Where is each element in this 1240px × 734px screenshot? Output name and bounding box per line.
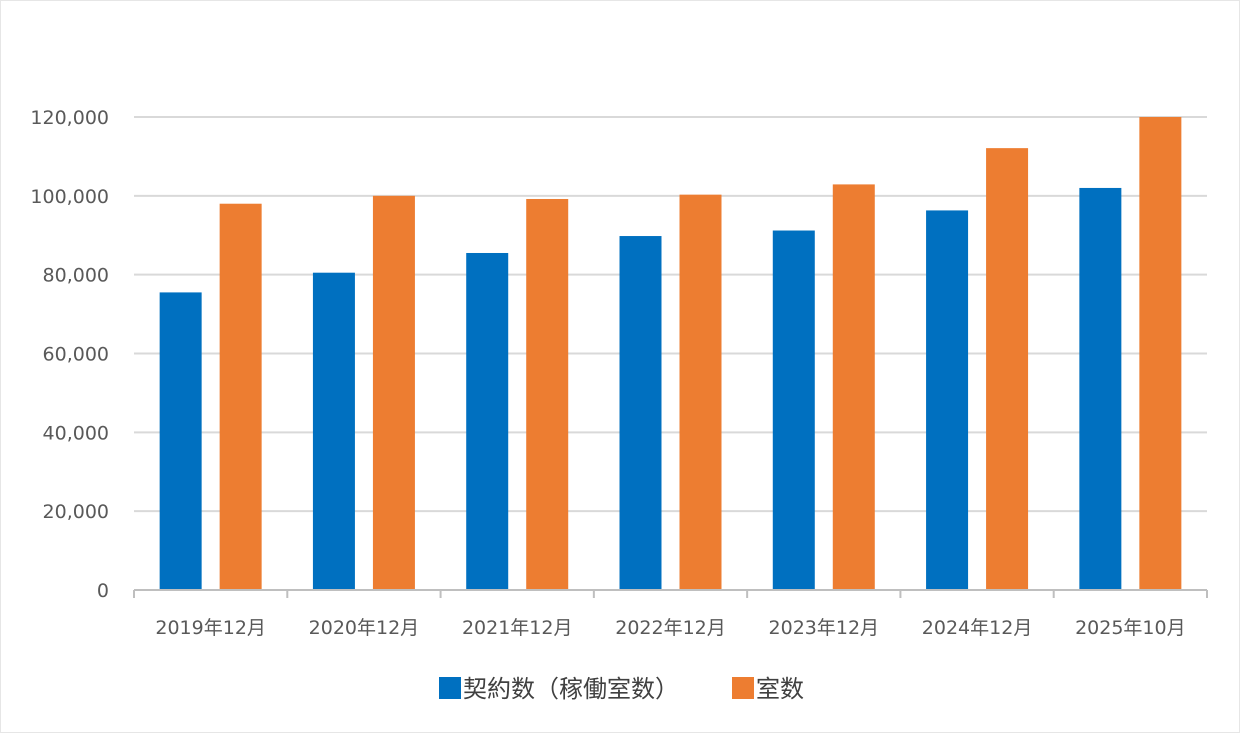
bar-contracts bbox=[1079, 187, 1122, 590]
x-tick-label: 2020年12月 bbox=[309, 617, 420, 639]
bar-rooms bbox=[986, 148, 1029, 590]
legend-label: 室数 bbox=[756, 675, 804, 703]
bar-contracts bbox=[926, 210, 969, 591]
y-tick-label: 100,000 bbox=[30, 186, 109, 208]
bar-rooms bbox=[526, 198, 569, 590]
x-tick-label: 2022年12月 bbox=[615, 617, 726, 639]
legend-swatch bbox=[732, 677, 754, 699]
y-tick-label: 60,000 bbox=[43, 344, 109, 366]
x-axis bbox=[133, 589, 1208, 598]
bar-rooms bbox=[219, 203, 262, 590]
y-axis-ticks: 0 20,000 40,000 60,000 80,000 100,000 120,000 bbox=[30, 107, 109, 602]
x-axis-ticks: 2019年12月 2020年12月 2021年12月 2022年12月 2023年12月… bbox=[155, 617, 1185, 639]
bars bbox=[159, 117, 1182, 591]
bar-contracts bbox=[466, 252, 509, 591]
x-tick-label: 2024年12月 bbox=[922, 617, 1033, 639]
bar-contracts bbox=[312, 272, 355, 590]
gridlines bbox=[134, 116, 1207, 513]
x-tick-label: 2019年12月 bbox=[155, 617, 266, 639]
x-tick-label: 2021年12月 bbox=[462, 617, 573, 639]
y-tick-label: 120,000 bbox=[30, 107, 109, 129]
legend-label: 契約数（稼働室数） bbox=[463, 675, 679, 703]
bar-rooms bbox=[832, 184, 875, 590]
bar-contracts bbox=[772, 230, 815, 590]
x-tick-label: 2023年12月 bbox=[769, 617, 880, 639]
y-tick-label: 0 bbox=[97, 580, 109, 602]
bar-rooms bbox=[679, 194, 722, 591]
y-tick-label: 40,000 bbox=[43, 422, 109, 444]
legend: 契約数（稼働室数） 室数 bbox=[439, 675, 804, 703]
bar-rooms bbox=[1139, 117, 1182, 590]
bar-contracts bbox=[619, 236, 662, 590]
bar-contracts bbox=[159, 292, 202, 590]
x-tick-label: 2025年10月 bbox=[1075, 617, 1186, 639]
bar-rooms bbox=[372, 195, 415, 591]
legend-swatch bbox=[439, 677, 461, 699]
y-tick-label: 80,000 bbox=[43, 265, 109, 287]
y-tick-label: 20,000 bbox=[43, 501, 109, 523]
